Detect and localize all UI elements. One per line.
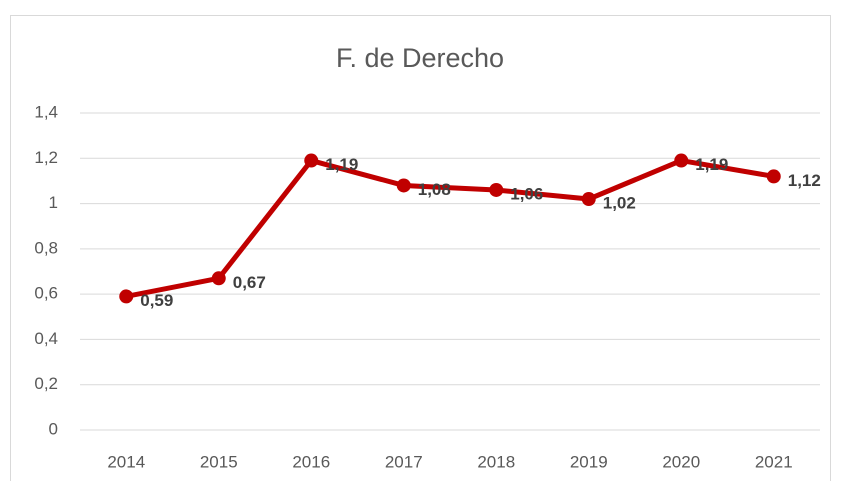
data-point	[489, 182, 504, 197]
y-tick-label: 0,2	[34, 374, 58, 393]
x-tick-label: 2015	[200, 452, 238, 471]
x-tick-label: 2014	[107, 452, 145, 471]
data-point	[766, 169, 781, 184]
y-tick-label: 0,4	[34, 329, 58, 348]
y-tick-label: 0	[49, 419, 58, 438]
data-point	[304, 153, 319, 168]
x-tick-label: 2017	[385, 452, 423, 471]
y-tick-label: 1,2	[34, 148, 58, 167]
x-tick-label: 2018	[477, 452, 515, 471]
x-tick-label: 2019	[570, 452, 608, 471]
y-tick-label: 1	[49, 193, 58, 212]
y-tick-label: 1,4	[34, 102, 58, 121]
data-label: 1,19	[695, 155, 728, 174]
data-label: 1,19	[325, 155, 358, 174]
data-label: 1,02	[603, 194, 636, 213]
data-label: 1,12	[788, 171, 821, 190]
data-label: 0,67	[233, 273, 266, 292]
data-point	[211, 271, 226, 286]
data-point	[581, 192, 596, 207]
data-point	[396, 178, 411, 193]
x-tick-label: 2021	[755, 452, 793, 471]
y-tick-label: 0,8	[34, 238, 58, 257]
series-line	[125, 158, 775, 299]
chart-title: F. de Derecho	[336, 43, 504, 73]
data-point	[674, 153, 689, 168]
data-label: 1,06	[510, 184, 543, 203]
y-tick-label: 0,6	[34, 284, 58, 303]
data-label: 1,08	[418, 180, 451, 199]
data-label: 0,59	[140, 291, 173, 310]
x-tick-label: 2016	[292, 452, 330, 471]
chart-border	[10, 15, 831, 481]
x-tick-label: 2020	[662, 452, 700, 471]
data-point	[119, 289, 134, 304]
